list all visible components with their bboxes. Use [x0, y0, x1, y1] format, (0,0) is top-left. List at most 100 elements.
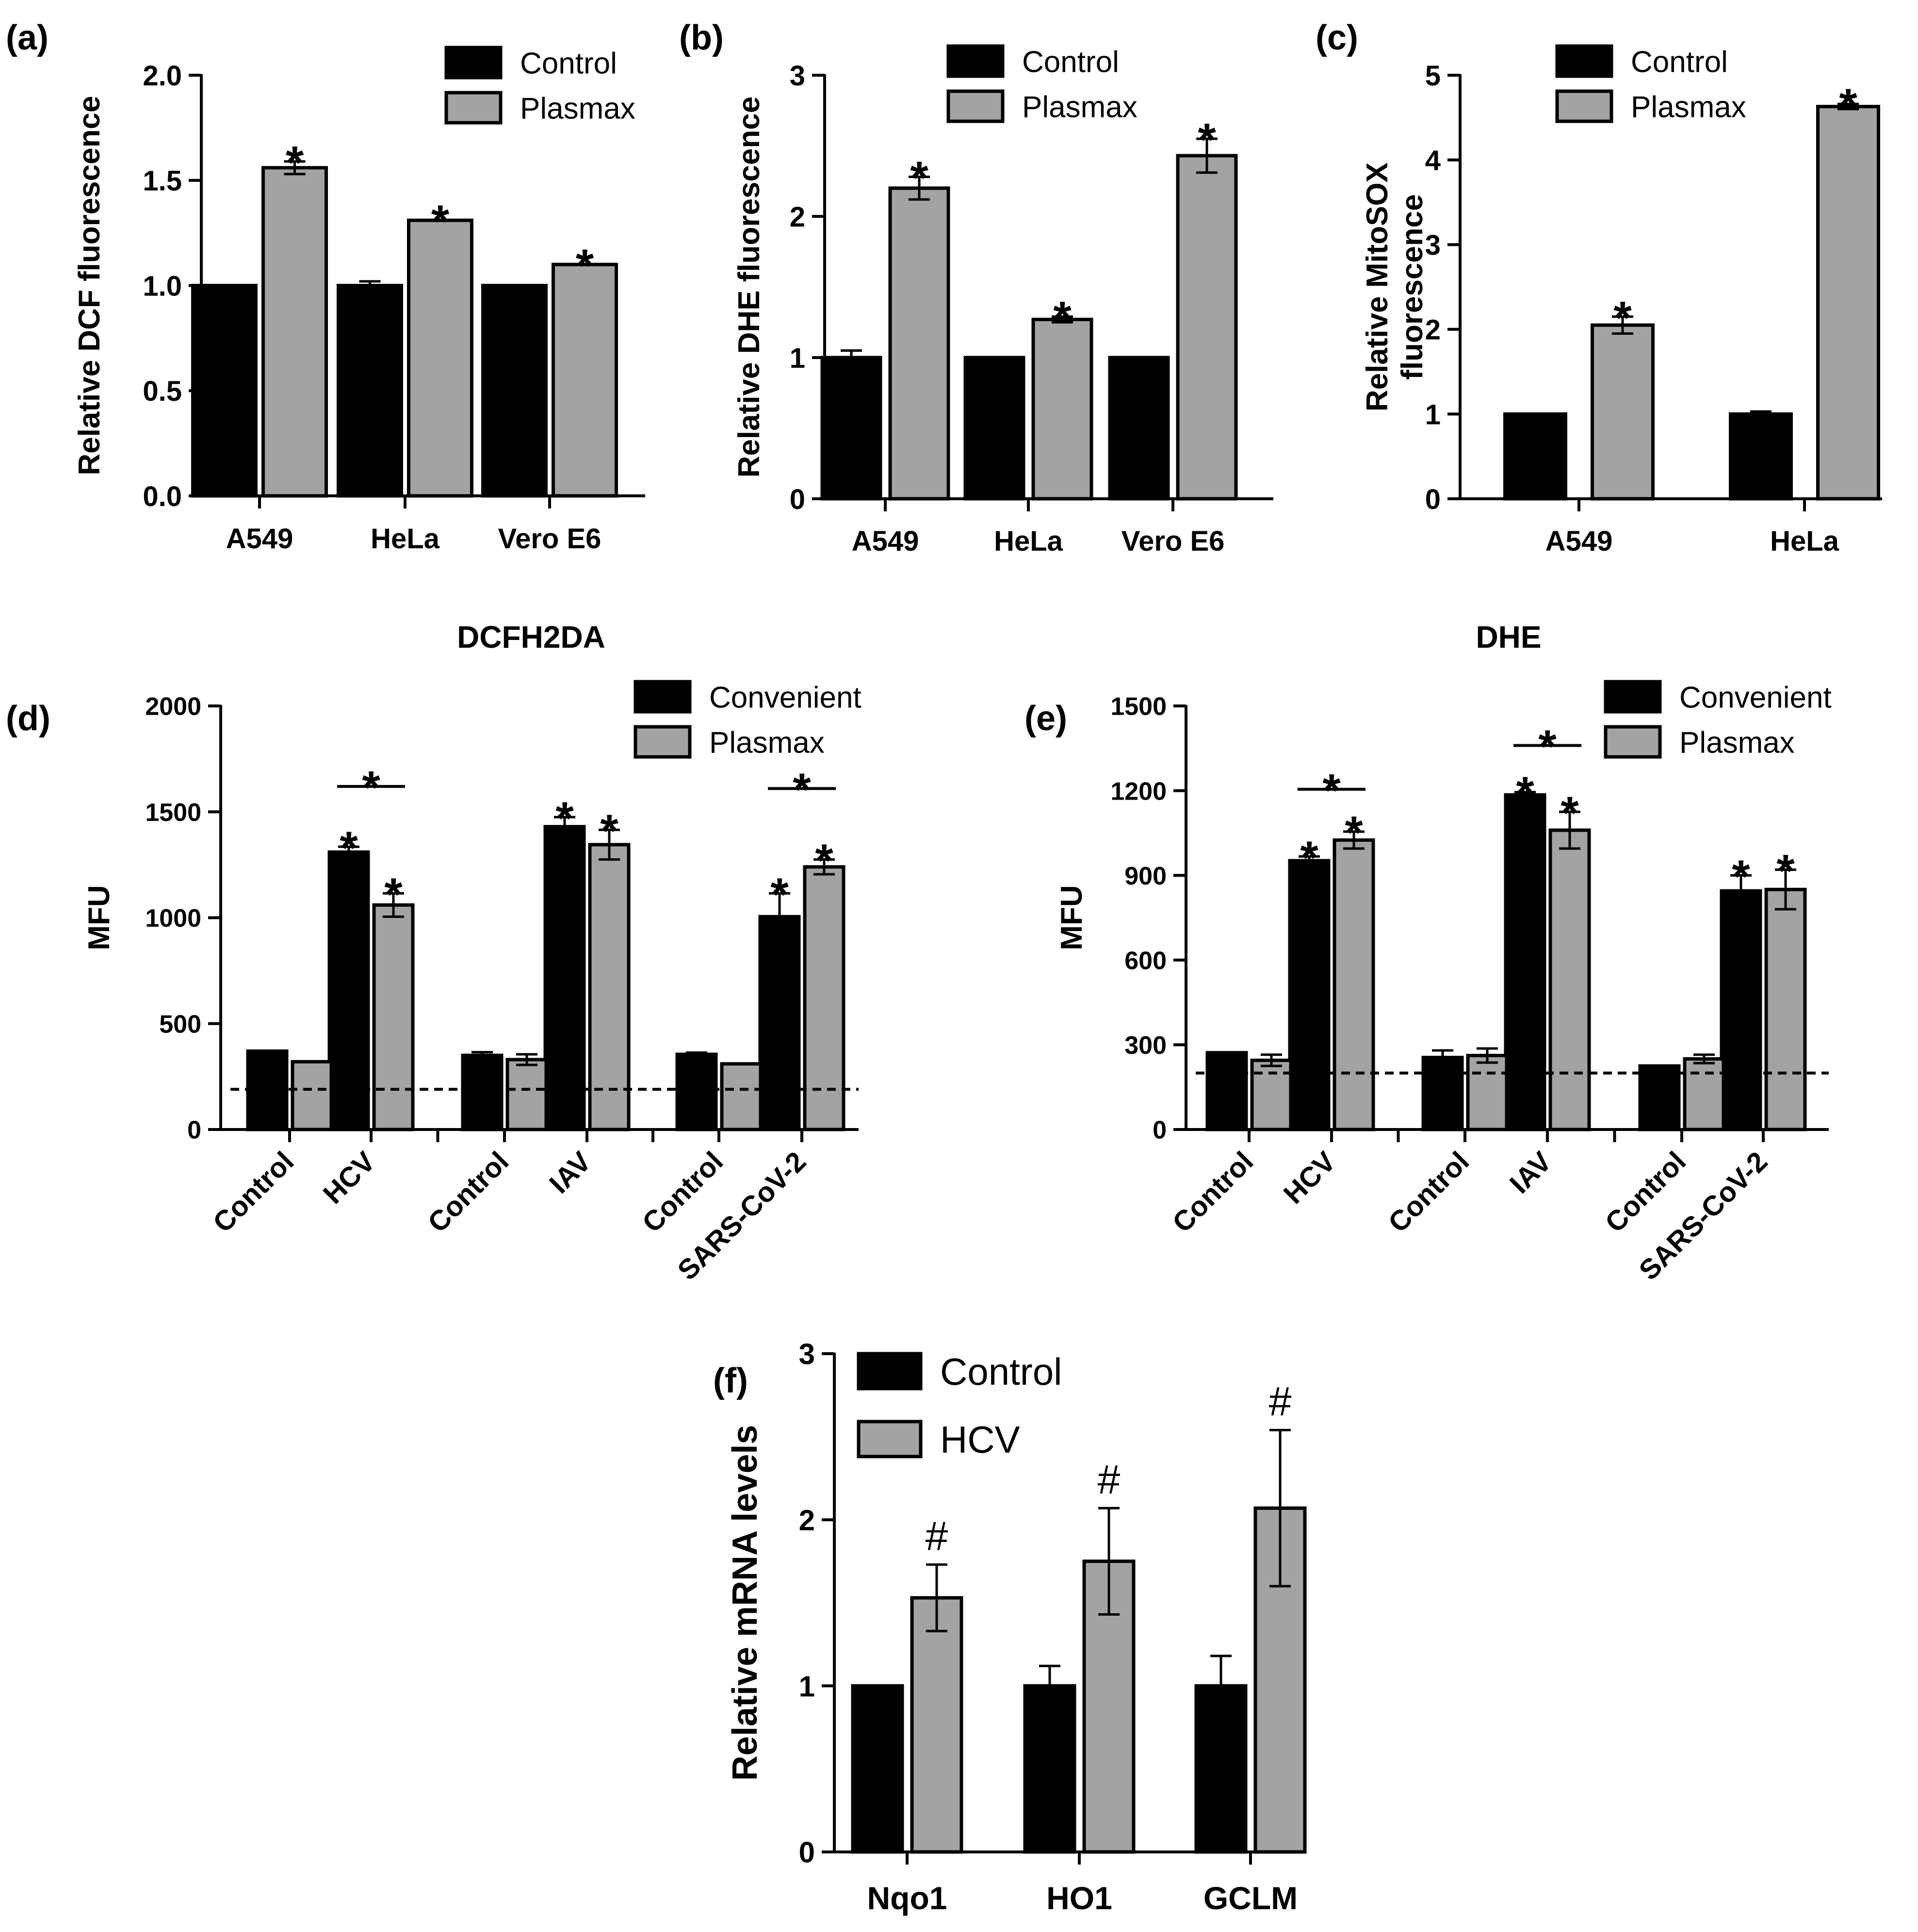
comparison-mark: * [362, 762, 380, 814]
x-tick-label: Vero E6 [1122, 525, 1225, 557]
y-tick-label: 500 [159, 1010, 201, 1038]
x-tick-label: Control [1382, 1146, 1475, 1239]
bar-control-a549 [820, 356, 882, 501]
significance-mark: * [815, 835, 833, 887]
legend-label-control: Control [520, 47, 617, 80]
chart-panel-6: (f) 0 1 2 3 Relative mRNA levels Nqo1 HO1 GCLM # #… [713, 1338, 1307, 1916]
significance-mark: * [1732, 851, 1750, 902]
y-tick-label: 1 [799, 1670, 815, 1703]
y-axis-label: MFU [1055, 885, 1089, 950]
legend-swatch-control [1555, 44, 1613, 78]
legend-label-convenient: Convenient [709, 681, 861, 714]
legend-swatch-plasmax [634, 725, 692, 759]
significance-mark: * [1560, 787, 1579, 839]
significance-mark: * [1776, 845, 1795, 897]
panel-label: (d) [6, 699, 50, 738]
bar-plasmax-control [1250, 1058, 1293, 1131]
bar-convenient-sars-cov-2 [758, 915, 801, 1131]
bar-plasmax-control [505, 1058, 548, 1131]
legend-label-hcv: HCV [940, 1418, 1020, 1461]
legend-swatch-control [444, 46, 503, 80]
significance-mark: * [770, 869, 789, 921]
y-tick-label: 0 [799, 1836, 815, 1869]
x-tick-label: A549 [1545, 525, 1613, 557]
significance-mark: * [384, 869, 403, 921]
y-tick-label: 1000 [145, 904, 201, 933]
comparison-mark: * [793, 764, 811, 816]
bar-plasmax-control [291, 1060, 333, 1131]
bar-plasmax-iav [1548, 828, 1591, 1131]
x-tick-label: A549 [226, 523, 293, 555]
significance-mark: * [555, 792, 574, 844]
y-tick-label: 2000 [145, 693, 201, 721]
bar-plasmax-vero-e6 [1176, 154, 1238, 501]
legend: Convenient Plasmax [634, 680, 861, 759]
x-tick-label: HCV [1278, 1146, 1342, 1210]
bar-convenient-iav [543, 825, 586, 1131]
significance-mark: * [576, 240, 594, 292]
y-tick-label: 1.5 [143, 165, 182, 197]
y-tick-label: 3 [799, 1338, 815, 1371]
y-tick-label: 2 [1425, 314, 1441, 346]
significance-mark: * [1839, 80, 1857, 131]
legend-label-plasmax: Plasmax [1631, 90, 1746, 124]
x-tick-label: HeLa [371, 523, 440, 555]
x-tick-label: IAV [1504, 1146, 1558, 1200]
bar-plasmax-hcv [1333, 838, 1375, 1131]
legend-swatch-convenient [634, 680, 692, 714]
bar-convenient-control [1421, 1056, 1464, 1131]
legend-swatch-plasmax [1604, 725, 1662, 759]
panel-label: (e) [1024, 699, 1067, 738]
x-tick-label: Control [207, 1146, 300, 1239]
bar-control-hela [337, 284, 403, 498]
legend-label-plasmax: Plasmax [1022, 90, 1138, 124]
legend-label-control: Control [1022, 45, 1119, 79]
bar-hcv-nqo1 [910, 1596, 963, 1854]
y-tick-label: 3 [790, 60, 805, 92]
bar-convenient-hcv [327, 850, 370, 1131]
chart-panel-1: (a) 0.0 0.5 1.0 1.5 2.0 Relative DCF fluoresce… [6, 18, 645, 555]
y-axis-label: Relative mRNA levels [726, 1425, 764, 1781]
legend-label-control: Control [1631, 45, 1728, 79]
legend: Control Plasmax [444, 46, 635, 125]
legend-swatch-plasmax [946, 89, 1005, 123]
x-tick-label: Vero E6 [498, 523, 601, 555]
bar-plasmax-iav [588, 843, 631, 1131]
bar-plasmax-a549 [261, 166, 328, 498]
bar-control-ho1 [1023, 1684, 1076, 1854]
y-tick-label: 0 [1425, 484, 1441, 515]
y-tick-label: 1500 [145, 799, 201, 827]
y-tick-label: 1 [1425, 399, 1441, 430]
y-tick-label: 2 [799, 1504, 815, 1537]
bar-plasmax-a549 [1591, 323, 1655, 501]
y-tick-label: 2 [790, 201, 805, 233]
comparison-mark: * [1322, 765, 1341, 817]
chart-panel-5: (e) DHE 0 300 600 900 1200 1500 MFU Control HCV Con… [1024, 620, 1832, 1286]
y-tick-label: 1500 [1110, 693, 1167, 721]
chart-panel-3: (c) 0 1 2 3 4 5 Relative MitoSOXfluorescence A54… [1316, 18, 1882, 557]
y-tick-label: 0.5 [143, 376, 182, 407]
y-axis-label: MFU [82, 885, 116, 950]
x-tick-label: GCLM [1203, 1880, 1298, 1916]
bar-convenient-hcv [1288, 859, 1331, 1131]
significance-mark: * [1516, 768, 1534, 819]
significance-mark: * [1613, 292, 1632, 344]
panel-label: (a) [6, 18, 49, 57]
bar-plasmax-control [720, 1062, 763, 1131]
y-tick-label: 5 [1425, 60, 1441, 92]
x-tick-label: HO1 [1046, 1880, 1112, 1916]
legend-swatch-plasmax [444, 91, 503, 125]
chart-panel-4: (d) DCFH2DA 0 500 1000 1500 2000 MFU Control HCV C… [6, 620, 861, 1286]
y-tick-label: 0 [1153, 1116, 1167, 1145]
significance-mark: # [1269, 1378, 1292, 1424]
legend-label-control: Control [940, 1350, 1062, 1393]
bar-control-a549 [1503, 412, 1567, 501]
chart-title: DHE [1476, 620, 1541, 655]
x-tick-label: IAV [543, 1146, 598, 1200]
bar-plasmax-hcv [372, 903, 415, 1131]
bar-control-vero-e6 [481, 284, 548, 498]
legend: Convenient Plasmax [1604, 680, 1832, 759]
x-tick-label: Nqo1 [867, 1880, 947, 1916]
y-tick-label: 1.0 [143, 270, 182, 302]
